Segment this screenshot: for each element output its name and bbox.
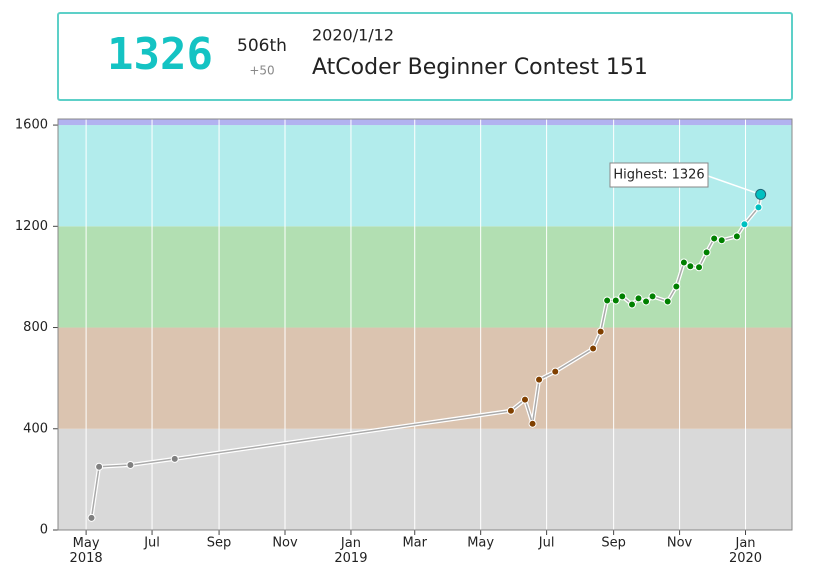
x-tick-label: Jul [538, 536, 555, 551]
point [618, 292, 627, 301]
point [551, 367, 560, 376]
header-box [57, 12, 793, 101]
y-tick-label: 0 [40, 523, 48, 538]
x-tick-label: Mar [402, 536, 427, 551]
x-tick-label: May 2018 [70, 536, 103, 566]
x-tick-label: May [467, 536, 494, 551]
highest-point [755, 188, 767, 200]
annotation: Highest: 1326 [613, 168, 704, 183]
point [679, 258, 688, 267]
point [87, 513, 96, 522]
rating-band [58, 226, 792, 328]
point [520, 395, 529, 404]
x-tick-label-part: Jan [340, 536, 361, 551]
rating-band [58, 428, 792, 530]
x-tick-label: Nov [272, 536, 298, 551]
rating-band [58, 327, 792, 429]
x-tick-label-part: 2018 [70, 551, 103, 566]
point [686, 262, 695, 271]
header-rank: 506th [237, 36, 287, 56]
point [717, 236, 726, 245]
point [628, 300, 637, 309]
point [732, 232, 741, 241]
point [695, 263, 704, 272]
x-tick-label: Jan 2020 [729, 536, 762, 566]
point [648, 292, 657, 301]
x-tick-label-part: 2020 [729, 551, 762, 566]
header-diff: +50 [249, 64, 274, 78]
point [596, 327, 605, 336]
point [95, 462, 104, 471]
header-rating: 1326 [107, 29, 213, 80]
header-contest: AtCoder Beginner Contest 151 [312, 55, 648, 80]
y-tick-label: 800 [23, 320, 48, 335]
x-tick-label: Nov [667, 536, 693, 551]
point [126, 460, 135, 469]
point [611, 296, 620, 305]
point [754, 203, 763, 212]
point [170, 454, 179, 463]
y-tick-label: 1200 [15, 219, 48, 234]
point [702, 248, 711, 257]
annotation-box [609, 162, 709, 188]
x-tick-label-part: 2019 [334, 551, 367, 566]
point [603, 296, 612, 305]
x-tick-label: Jul [143, 536, 160, 551]
x-tick-label-part: May [73, 536, 100, 551]
y-tick-label: 400 [23, 421, 48, 436]
point [528, 419, 537, 428]
point [642, 297, 651, 306]
point [589, 344, 598, 353]
point [506, 406, 515, 415]
point [740, 220, 749, 229]
x-tick-label: Jan 2019 [334, 536, 367, 566]
annotation-leader [707, 175, 761, 196]
rating-band [58, 119, 792, 126]
point [672, 282, 681, 291]
point [634, 294, 643, 303]
point [663, 297, 672, 306]
header-date: 2020/1/12 [312, 26, 394, 45]
plot-frame [57, 118, 793, 531]
x-tick-label: Sep [601, 536, 626, 551]
point [710, 234, 719, 243]
x-tick-label-part: Jan [734, 536, 755, 551]
point [535, 375, 544, 384]
x-tick-label: Sep [207, 536, 232, 551]
y-tick-label: 1600 [15, 118, 48, 133]
